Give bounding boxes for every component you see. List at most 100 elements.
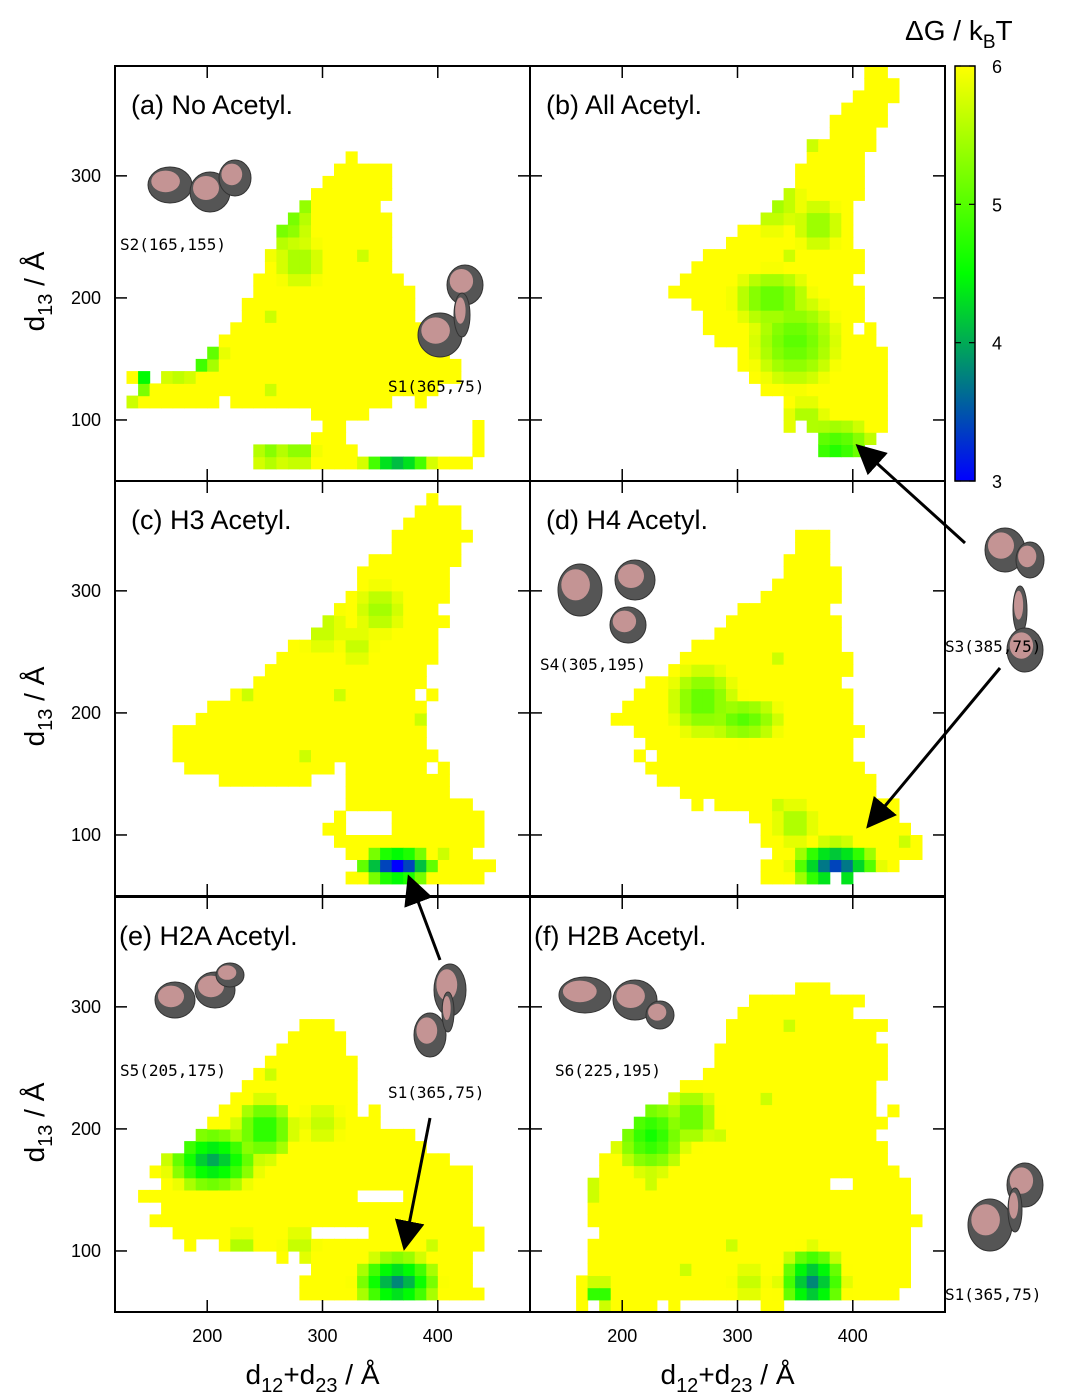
heat-cell bbox=[322, 297, 335, 311]
heat-cell bbox=[783, 1214, 796, 1228]
heat-cell bbox=[760, 1067, 773, 1081]
heat-cell bbox=[726, 1080, 739, 1093]
heat-cell bbox=[887, 1226, 900, 1240]
heat-cell bbox=[714, 261, 727, 275]
heat-cell bbox=[322, 725, 335, 738]
heat-cell bbox=[783, 603, 796, 616]
heat-cell bbox=[726, 285, 739, 299]
heat-cell bbox=[852, 383, 865, 397]
heat-cell bbox=[357, 603, 370, 616]
heat-cell bbox=[806, 1214, 819, 1228]
heat-cell bbox=[795, 1189, 808, 1203]
heat-cell bbox=[218, 773, 231, 787]
heat-cell bbox=[864, 114, 877, 128]
heat-cell bbox=[887, 822, 900, 836]
heat-cell bbox=[322, 1043, 335, 1057]
heat-cell bbox=[253, 1202, 266, 1215]
heat-cell bbox=[334, 615, 347, 629]
heat-cell bbox=[726, 1141, 739, 1154]
heat-cell bbox=[645, 761, 658, 775]
structure-thumbnail bbox=[558, 976, 612, 1014]
heat-cell bbox=[772, 1043, 785, 1057]
x-label-plus: +d bbox=[283, 1359, 315, 1390]
heat-cell bbox=[806, 261, 819, 275]
heat-cell bbox=[679, 664, 692, 677]
heat-cell bbox=[195, 1165, 208, 1179]
heat-cell bbox=[380, 676, 393, 690]
heat-cell bbox=[437, 871, 450, 885]
heat-cell bbox=[195, 1141, 208, 1154]
heat-cell bbox=[691, 1275, 704, 1289]
structure-highlight bbox=[988, 532, 1014, 559]
heat-cell bbox=[841, 444, 854, 458]
heat-cell bbox=[829, 1031, 842, 1045]
heat-cell bbox=[737, 285, 750, 299]
y-tick-label: 100 bbox=[71, 1241, 101, 1261]
heat-cell bbox=[380, 1141, 393, 1154]
heat-cell bbox=[414, 627, 427, 641]
heat-cell bbox=[679, 761, 692, 775]
heat-cell bbox=[345, 712, 358, 726]
heat-cell bbox=[299, 334, 312, 348]
heat-cell bbox=[287, 285, 300, 299]
heat-cell bbox=[334, 1177, 347, 1191]
heat-cell bbox=[806, 1287, 819, 1301]
colorbar-title-main: ΔG / k bbox=[905, 15, 984, 46]
heat-cell bbox=[287, 371, 300, 384]
heat-cell bbox=[426, 1263, 439, 1276]
heat-cell bbox=[276, 1128, 289, 1142]
heat-cell bbox=[806, 358, 819, 372]
heat-cell bbox=[334, 712, 347, 726]
heat-cell bbox=[760, 1287, 773, 1301]
heat-cell bbox=[460, 859, 473, 873]
heat-cell bbox=[737, 1238, 750, 1252]
heat-cell bbox=[230, 1189, 243, 1203]
heat-cell bbox=[357, 737, 370, 751]
heat-cell bbox=[633, 712, 646, 726]
heat-cell bbox=[841, 383, 854, 397]
heat-cell bbox=[841, 236, 854, 250]
heat-cell bbox=[737, 1031, 750, 1045]
heat-cell bbox=[714, 1092, 727, 1106]
heat-cell bbox=[841, 102, 854, 116]
heat-cell bbox=[841, 163, 854, 177]
heat-cell bbox=[414, 1189, 427, 1203]
heat-cell bbox=[380, 1226, 393, 1240]
heat-cell bbox=[749, 1275, 762, 1289]
heat-cell bbox=[426, 773, 439, 787]
heat-cell bbox=[702, 273, 715, 287]
heat-cell bbox=[345, 371, 358, 384]
heat-cell bbox=[345, 1275, 358, 1289]
structure-thumbnail bbox=[154, 981, 196, 1019]
heat-cell bbox=[668, 1251, 681, 1264]
heat-cell bbox=[714, 786, 727, 799]
heat-cell bbox=[795, 358, 808, 372]
heat-cell bbox=[818, 285, 831, 299]
heat-cell bbox=[749, 1141, 762, 1154]
heat-cell bbox=[287, 249, 300, 262]
heat-cell bbox=[230, 1238, 243, 1252]
heat-cell bbox=[737, 322, 750, 336]
heat-cell bbox=[864, 407, 877, 421]
heat-cell bbox=[806, 139, 819, 152]
heat-cell bbox=[449, 871, 462, 885]
heat-cell bbox=[138, 395, 151, 409]
heat-cell bbox=[126, 395, 139, 409]
heat-cell bbox=[437, 578, 450, 592]
heat-cell bbox=[368, 383, 381, 397]
heat-cell bbox=[795, 224, 808, 238]
heat-cell bbox=[702, 700, 715, 714]
heat-cell bbox=[345, 847, 358, 860]
heat-cell bbox=[829, 273, 842, 287]
heat-cell bbox=[818, 578, 831, 592]
heat-cell bbox=[334, 700, 347, 714]
heat-cell bbox=[795, 261, 808, 275]
heat-cell bbox=[437, 810, 450, 824]
heat-cell bbox=[357, 651, 370, 665]
heat-cell bbox=[368, 175, 381, 189]
heat-cell bbox=[414, 1226, 427, 1240]
heat-cell bbox=[726, 1055, 739, 1069]
heat-cell bbox=[207, 1153, 220, 1167]
heat-cell bbox=[264, 261, 277, 275]
